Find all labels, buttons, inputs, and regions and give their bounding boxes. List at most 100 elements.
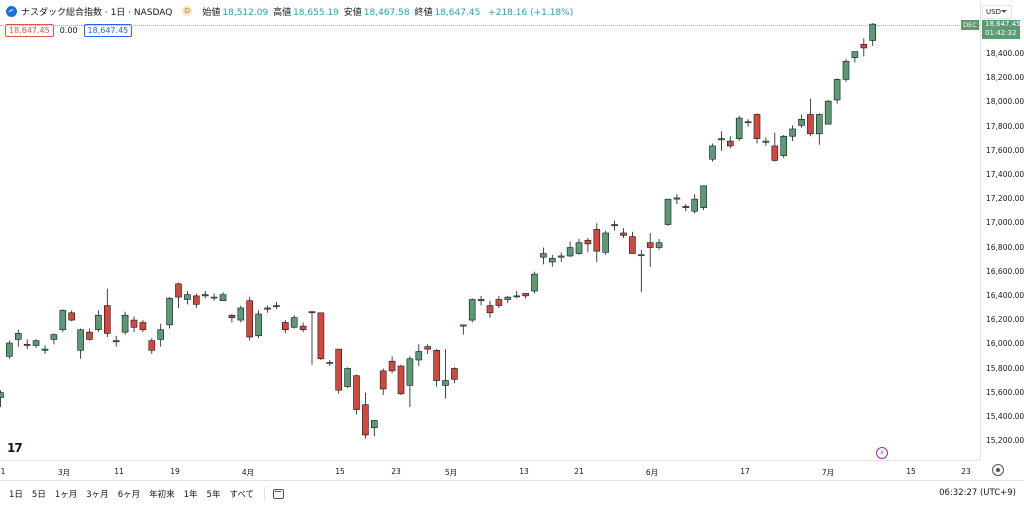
candle [566, 241, 574, 258]
time-label: 3月 [57, 468, 71, 477]
candle [184, 291, 191, 305]
candle [753, 113, 761, 144]
candle-body [379, 370, 387, 390]
candle-body [451, 368, 458, 380]
time-label: 5月 [444, 468, 458, 477]
candle [50, 333, 58, 345]
candle-body [593, 229, 601, 252]
candle-body [468, 299, 476, 321]
time-label: 15 [906, 467, 916, 476]
candle [299, 322, 307, 333]
candle [860, 38, 868, 57]
candle [833, 78, 841, 104]
timeframe-5y[interactable]: 5年 [206, 489, 221, 500]
candle [762, 137, 770, 146]
price-label: 17,200.00 [986, 194, 1024, 204]
candle-body [210, 296, 218, 299]
candle-body [709, 145, 716, 160]
candle-body [780, 135, 788, 156]
candle-body [308, 311, 316, 314]
timeframe-5d[interactable]: 5日 [31, 489, 46, 500]
candle-body [620, 232, 627, 236]
data-badge-icon[interactable]: D [182, 6, 193, 16]
candle-body [726, 140, 734, 147]
candle [344, 367, 351, 388]
candle [735, 115, 743, 142]
chart-header: ナスダック総合指数 · 1日 · NASDAQ D 始値 18,512.09 高値… [0, 0, 980, 22]
candle [807, 98, 814, 137]
candle [620, 228, 627, 238]
price-scale[interactable] [980, 0, 1024, 460]
settings-gear-icon[interactable] [992, 464, 1004, 476]
candle [771, 132, 779, 162]
candle [789, 125, 796, 142]
price-label: 16,600.00 [986, 266, 1024, 276]
buy-price[interactable]: 18,647.45 [83, 24, 133, 37]
timeframe-ytd[interactable]: 年初来 [149, 489, 175, 500]
candle [326, 359, 334, 367]
candle-body [842, 60, 850, 80]
timeframe-all[interactable]: すべて [229, 489, 255, 500]
tradingview-logo[interactable]: 17 [7, 441, 23, 455]
candle-body [718, 138, 725, 141]
candle [104, 288, 111, 337]
candle [424, 344, 432, 354]
candle [121, 311, 129, 335]
clock[interactable]: 06:32:27 (UTC+9) [939, 488, 1016, 498]
candle-body [344, 368, 351, 387]
candle [175, 282, 182, 308]
lightning-icon[interactable]: ⚡ [876, 447, 888, 459]
time-label: 6月 [645, 468, 659, 477]
candle [851, 51, 859, 63]
symbol-title[interactable]: ナスダック総合指数 · 1日 · NASDAQ [21, 7, 173, 18]
sell-price[interactable]: 18,647.45 [5, 24, 54, 37]
candle-body [673, 197, 681, 200]
candle [744, 119, 752, 127]
candle [548, 254, 556, 267]
candle-body [833, 79, 841, 101]
candle [201, 291, 209, 299]
candle-body [860, 44, 868, 49]
candle-body [50, 334, 58, 340]
timeframe-1d[interactable]: 1日 [9, 489, 23, 500]
candle-body [415, 351, 423, 361]
candlestick-chart[interactable] [0, 0, 980, 460]
candle-body [824, 100, 832, 125]
candle [780, 135, 788, 159]
timeframe-6m[interactable]: 6ヶ月 [117, 489, 141, 500]
candle-body [851, 51, 859, 58]
timeframe-3m[interactable]: 3ヶ月 [86, 489, 109, 500]
candle [540, 247, 547, 265]
trade-box: 18,647.45 0.00 18,647.45 [5, 24, 133, 37]
candle-body [32, 340, 40, 346]
candle-body [682, 206, 690, 208]
candle-body [193, 295, 200, 305]
candle-body [23, 343, 31, 346]
countdown-value: 01:42:32 [985, 29, 1017, 37]
candle [433, 349, 440, 387]
candle [824, 99, 832, 125]
candle-body [397, 365, 405, 395]
timeframe-1m[interactable]: 1ヶ月 [54, 489, 78, 500]
open-value: 18,512.09 [222, 7, 269, 18]
date-range-icon[interactable] [273, 488, 285, 499]
time-axis[interactable]: 1 3月 11 19 4月 15 23 5月 13 21 6月 17 7月 15 23 [0, 460, 980, 479]
candle-body [139, 322, 147, 331]
candle-body [95, 314, 102, 331]
candle [629, 231, 636, 254]
time-label: 21 [574, 467, 584, 476]
timeframe-1y[interactable]: 1年 [183, 489, 198, 500]
candle-body [807, 114, 814, 135]
candle-body [0, 392, 4, 398]
symbol-logo-icon[interactable] [6, 5, 17, 17]
change-value: +218.16 (+1.18%) [488, 7, 574, 18]
candle [664, 198, 672, 226]
candle-body [655, 242, 663, 248]
candle [709, 143, 716, 162]
candle [255, 310, 262, 339]
candle-body [584, 239, 592, 245]
candle-body [531, 273, 538, 292]
candle-body [299, 325, 307, 331]
currency-select[interactable]: USD [982, 5, 1012, 19]
candle [602, 230, 610, 255]
